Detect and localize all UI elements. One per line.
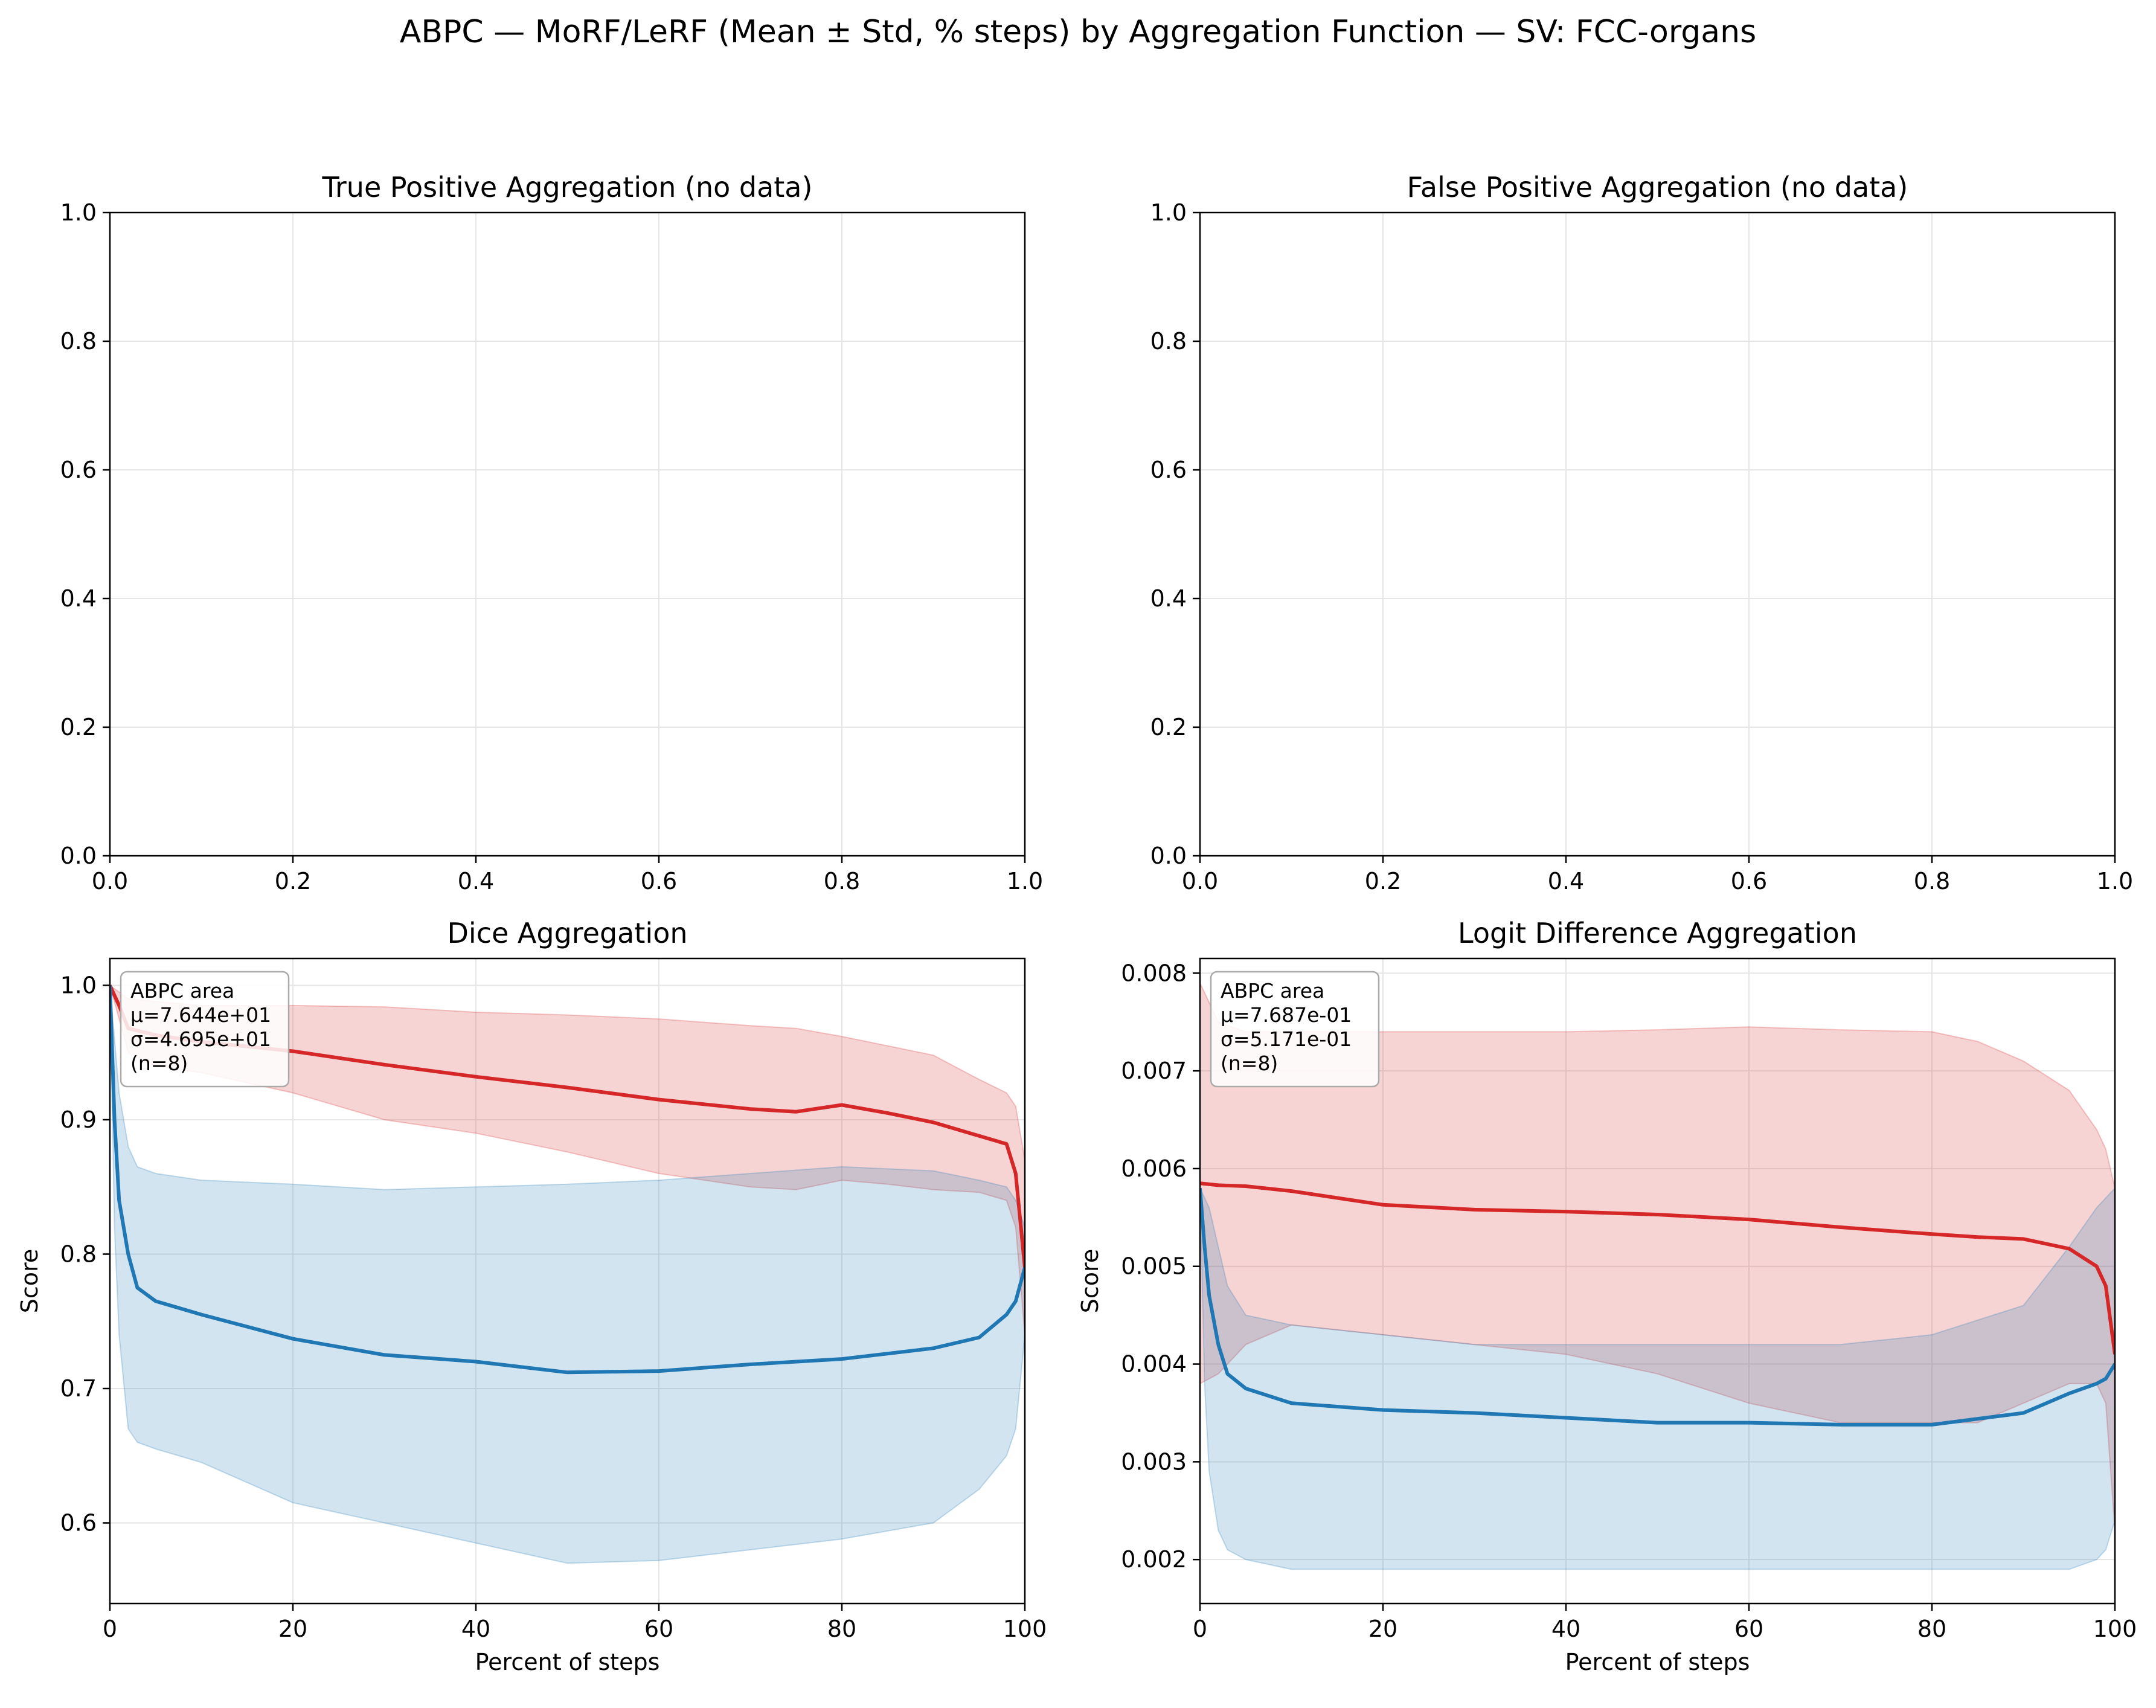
- x-tick-label: 40: [1551, 1616, 1580, 1642]
- x-tick-label: 1.0: [2097, 868, 2133, 894]
- mean-line: [110, 985, 1025, 1375]
- abpc-annotation-line: σ=5.171e-01: [1221, 1027, 1352, 1051]
- x-tick-label: 80: [1917, 1616, 1946, 1642]
- mean-line: [1200, 1181, 2115, 1355]
- x-tick-label: 1.0: [1007, 868, 1043, 894]
- x-tick-label: 60: [1734, 1616, 1763, 1642]
- x-tick-label: 40: [461, 1616, 490, 1642]
- y-tick-label: 0.7: [60, 1375, 97, 1402]
- y-tick-label: 0.002: [1121, 1546, 1187, 1573]
- axes-frame: [109, 957, 1026, 1605]
- y-tick-label: 0.2: [1150, 714, 1187, 740]
- x-tick-label: 0.4: [1548, 868, 1584, 894]
- axes-frame: [109, 211, 1026, 857]
- y-tick-label: 0.8: [1150, 328, 1187, 355]
- chart-panel-3: 0 20 40 60 80 100 0.6 0.7 0.8 0.9 1.0 Dice Aggregat…: [16, 917, 1047, 1675]
- y-tick-label: 0.006: [1121, 1155, 1187, 1182]
- x-tick-label: 0: [103, 1616, 117, 1642]
- y-tick-label: 0.6: [1150, 457, 1187, 483]
- abpc-annotation-line: ABPC area: [1221, 979, 1324, 1003]
- panel-title: Logit Difference Aggregation: [1458, 917, 1857, 949]
- std-band: [110, 984, 1025, 1335]
- x-tick-label: 60: [644, 1616, 673, 1642]
- x-tick-label: 0.8: [824, 868, 860, 894]
- y-tick-label: 1.0: [1150, 199, 1187, 226]
- y-tick-label: 0.9: [60, 1106, 97, 1133]
- x-tick-label: 0.2: [1365, 868, 1401, 894]
- y-tick-label: 0.8: [60, 1241, 97, 1268]
- x-tick-label: 20: [278, 1616, 307, 1642]
- x-tick-label: 20: [1368, 1616, 1397, 1642]
- x-tick-label: 0.2: [275, 868, 311, 894]
- axes-frame: [1199, 957, 2116, 1605]
- x-tick-label: 0.0: [1182, 868, 1218, 894]
- x-tick-label: 80: [827, 1616, 856, 1642]
- y-tick-label: 0.6: [60, 457, 97, 483]
- abpc-annotation-line: μ=7.687e-01: [1221, 1003, 1352, 1027]
- y-tick-label: 0.6: [60, 1510, 97, 1536]
- panel-title: Dice Aggregation: [448, 917, 688, 949]
- y-tick-label: 0.4: [1150, 585, 1187, 612]
- y-tick-label: 0.004: [1121, 1351, 1187, 1378]
- x-axis-label: Percent of steps: [1565, 1649, 1750, 1675]
- x-tick-label: 100: [1003, 1616, 1047, 1642]
- y-tick-label: 0.0: [60, 843, 97, 869]
- abpc-annotation-line: μ=7.644e+01: [130, 1003, 271, 1027]
- x-tick-label: 0.6: [641, 868, 677, 894]
- y-tick-label: 0.0: [1150, 843, 1187, 869]
- y-tick-label: 0.8: [60, 328, 97, 355]
- chart-panel-1: 0.0 0.2 0.4 0.6 0.8 1.0 0.0 0.2 0.4 0.6 0.8 1.0 True…: [60, 171, 1044, 894]
- chart-panel-2: 0.0 0.2 0.4 0.6 0.8 1.0 0.0 0.2 0.4 0.6 0.8 1.0 Fals…: [1150, 171, 2134, 894]
- std-band: [1200, 983, 2115, 1530]
- chart-panel-4: 0 20 40 60 80 100 0.002 0.003 0.004 0.005 0.006 0.0…: [1077, 917, 2137, 1675]
- panel-title: True Positive Aggregation (no data): [322, 171, 813, 204]
- abpc-annotation-box: [1210, 971, 1380, 1088]
- x-tick-label: 0.8: [1914, 868, 1950, 894]
- abpc-annotation-line: ABPC area: [130, 979, 234, 1003]
- abpc-annotation-line: (n=8): [130, 1051, 188, 1075]
- data-layer: [1200, 983, 2115, 1570]
- std-band: [1200, 1187, 2115, 1570]
- abpc-annotation-line: (n=8): [1221, 1051, 1278, 1075]
- y-tick-label: 0.008: [1121, 960, 1187, 986]
- y-tick-label: 0.007: [1121, 1058, 1187, 1084]
- y-axis-label: Score: [16, 1249, 43, 1313]
- mean-line: [1200, 1188, 2115, 1427]
- x-tick-label: 0.4: [458, 868, 494, 894]
- y-tick-label: 0.2: [60, 714, 97, 740]
- x-tick-label: 100: [2093, 1616, 2137, 1642]
- y-tick-label: 0.003: [1121, 1448, 1187, 1475]
- abpc-annotation-line: σ=4.695e+01: [130, 1027, 271, 1051]
- figure-suptitle: ABPC — MoRF/LeRF (Mean ± Std, % steps) b…: [400, 14, 1756, 50]
- panel-title: False Positive Aggregation (no data): [1407, 171, 1908, 204]
- y-tick-label: 0.4: [60, 585, 97, 612]
- y-tick-label: 1.0: [60, 972, 97, 999]
- axes-frame: [1199, 211, 2116, 857]
- x-axis-label: Percent of steps: [475, 1649, 660, 1675]
- x-tick-label: 0: [1193, 1616, 1207, 1642]
- x-tick-label: 0.0: [92, 868, 128, 894]
- std-band: [110, 985, 1025, 1564]
- y-axis-label: Score: [1077, 1249, 1103, 1313]
- abpc-annotation-box: [120, 971, 290, 1088]
- y-tick-label: 1.0: [60, 199, 97, 226]
- y-tick-label: 0.005: [1121, 1253, 1187, 1280]
- x-tick-label: 0.6: [1731, 868, 1767, 894]
